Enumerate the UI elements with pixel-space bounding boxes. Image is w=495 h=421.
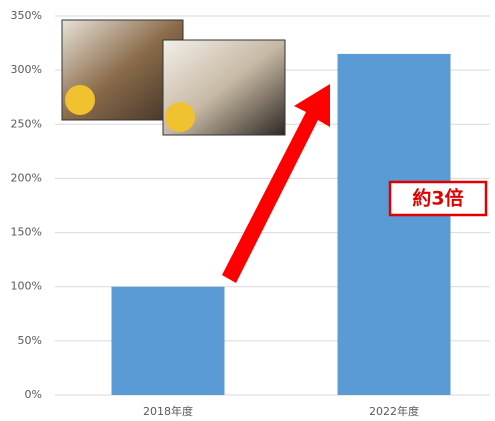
y-tick-label: 100%	[11, 280, 42, 293]
badge	[65, 85, 95, 115]
bars	[111, 53, 451, 396]
y-tick-label: 50%	[18, 334, 42, 347]
y-tick-label: 200%	[11, 171, 42, 184]
y-tick-label: 300%	[11, 63, 42, 76]
y-tick-label: 0%	[25, 388, 42, 401]
x-tick-label: 2022年度	[369, 404, 419, 418]
annotation-box	[388, 180, 488, 217]
y-tick-label: 150%	[11, 226, 42, 239]
arrow	[222, 84, 330, 283]
y-tick-label: 350%	[11, 9, 42, 22]
y-tick-label: 250%	[11, 117, 42, 130]
bar	[337, 53, 451, 396]
annotation: 約3倍	[412, 187, 463, 210]
x-tick-label: 2018年度	[143, 404, 193, 418]
badge	[165, 102, 195, 132]
bar	[111, 286, 225, 395]
